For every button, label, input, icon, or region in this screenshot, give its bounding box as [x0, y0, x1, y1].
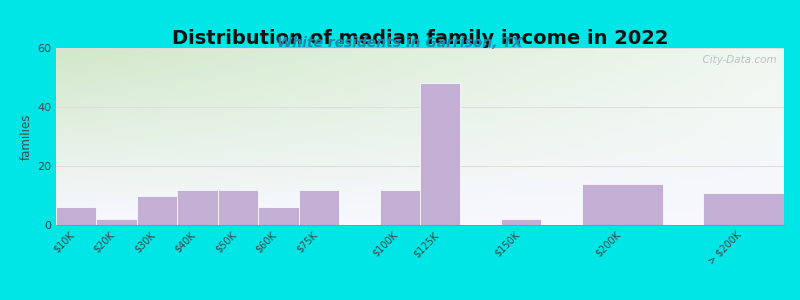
- Bar: [703, 193, 784, 225]
- Bar: [56, 207, 97, 225]
- Text: City-Data.com: City-Data.com: [696, 55, 777, 65]
- Bar: [137, 196, 178, 225]
- Bar: [218, 190, 258, 225]
- Title: Distribution of median family income in 2022: Distribution of median family income in …: [172, 29, 668, 48]
- Bar: [258, 207, 298, 225]
- Bar: [501, 219, 542, 225]
- Bar: [298, 190, 339, 225]
- Text: White residents in Garrison, TX: White residents in Garrison, TX: [277, 36, 523, 50]
- Bar: [97, 219, 137, 225]
- Bar: [178, 190, 218, 225]
- Bar: [420, 83, 461, 225]
- Y-axis label: families: families: [20, 113, 33, 160]
- Bar: [582, 184, 662, 225]
- Bar: [379, 190, 420, 225]
